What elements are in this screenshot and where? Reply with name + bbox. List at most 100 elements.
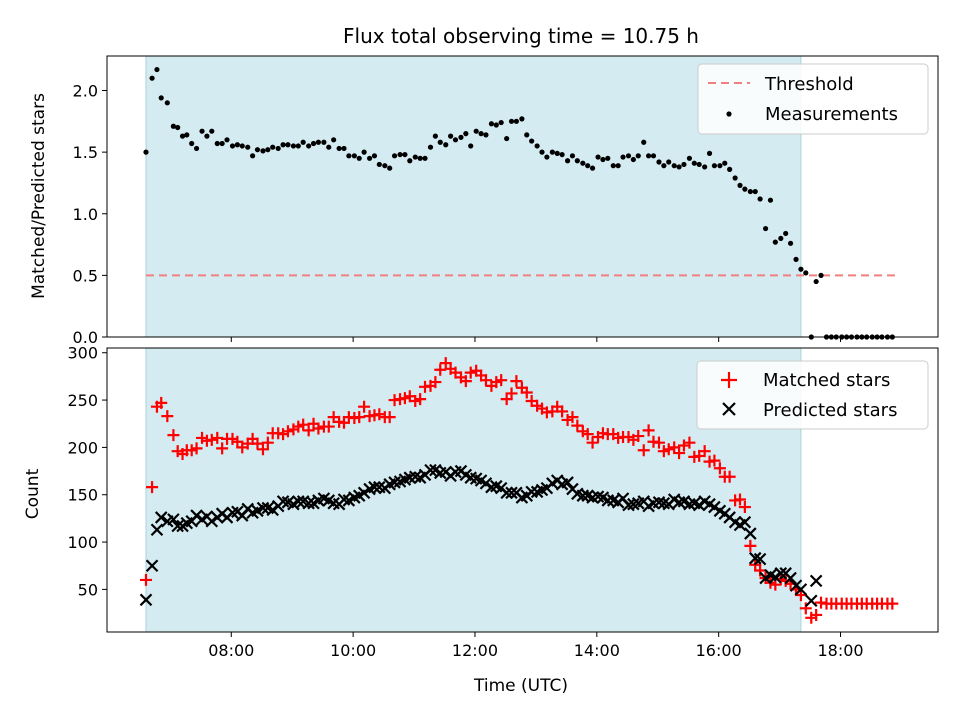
data-point	[171, 519, 184, 533]
data-point	[683, 436, 696, 449]
data-point	[224, 137, 230, 143]
data-point	[391, 153, 398, 159]
x-tick-label: 16:00	[696, 641, 742, 660]
data-point	[302, 496, 315, 510]
data-point	[752, 188, 758, 195]
data-point	[285, 142, 291, 148]
data-point	[605, 155, 611, 161]
data-point	[574, 158, 580, 164]
data-point	[254, 147, 261, 153]
bottom-panel-window-span	[145, 347, 802, 633]
data-point	[549, 149, 555, 155]
data-point	[179, 133, 186, 139]
data-point	[205, 433, 218, 446]
data-point	[219, 140, 225, 147]
data-point	[589, 165, 596, 171]
data-point	[569, 153, 576, 159]
data-point	[297, 418, 310, 431]
y-tick-label: 250	[67, 391, 98, 410]
data-point	[275, 145, 281, 152]
data-point	[652, 436, 665, 449]
data-point	[193, 145, 200, 152]
data-point	[357, 486, 371, 500]
data-point	[544, 154, 550, 160]
data-point	[155, 396, 168, 409]
data-point	[376, 161, 382, 168]
data-point	[265, 147, 271, 153]
bottom-panel-marks	[139, 357, 899, 624]
data-point	[164, 100, 170, 106]
data-point	[161, 410, 174, 423]
data-point	[510, 375, 523, 388]
data-point	[306, 143, 312, 149]
data-point	[443, 142, 449, 148]
top-panel-frame	[106, 55, 939, 338]
legend-measurements-label: Measurements	[765, 104, 898, 125]
data-point	[402, 151, 408, 158]
data-point	[722, 160, 728, 166]
data-point	[366, 155, 373, 161]
data-point	[787, 240, 794, 246]
data-point	[209, 128, 215, 134]
data-point	[610, 163, 616, 169]
data-point	[331, 137, 337, 143]
data-point	[601, 494, 615, 507]
y-tick-label: 300	[67, 344, 98, 363]
data-point	[747, 188, 753, 195]
data-point	[199, 128, 205, 134]
y-tick-label: 200	[67, 438, 98, 457]
data-point	[625, 153, 632, 159]
data-point	[706, 150, 713, 156]
data-point	[251, 437, 264, 450]
data-point	[632, 430, 645, 443]
data-point	[154, 511, 168, 524]
data-point	[620, 154, 626, 160]
data-point	[167, 429, 180, 442]
data-point	[383, 411, 396, 424]
data-point	[146, 481, 159, 494]
data-point	[170, 123, 177, 129]
data-point	[744, 539, 757, 552]
data-point	[519, 116, 525, 122]
data-point	[234, 142, 240, 148]
data-point	[686, 155, 693, 161]
data-point	[692, 498, 706, 512]
data-point	[493, 122, 499, 128]
data-point	[422, 155, 428, 161]
data-point	[432, 133, 438, 139]
top-legend-box	[697, 63, 929, 135]
data-point	[417, 155, 423, 161]
data-point	[498, 119, 504, 126]
data-point	[463, 131, 469, 137]
data-point	[139, 593, 153, 607]
data-point	[204, 133, 210, 139]
data-point	[799, 602, 812, 615]
data-point	[754, 564, 767, 577]
data-point	[671, 163, 677, 169]
data-point	[310, 140, 317, 147]
data-point	[641, 139, 647, 145]
data-point	[753, 552, 767, 566]
data-point	[361, 149, 367, 155]
data-point	[300, 139, 306, 145]
data-point	[382, 163, 388, 169]
data-point	[561, 476, 574, 489]
legend-matched-label: Matched stars	[763, 370, 890, 391]
data-point	[566, 411, 579, 424]
data-point	[711, 163, 718, 169]
data-point	[167, 513, 180, 526]
x-tick-label: 14:00	[574, 641, 620, 660]
data-point	[358, 400, 371, 413]
data-point	[464, 366, 477, 379]
data-point	[635, 153, 641, 159]
y-tick-label: 0.0	[73, 328, 98, 347]
data-point	[371, 153, 378, 159]
data-point	[256, 443, 269, 456]
data-point	[630, 156, 636, 163]
data-point	[261, 436, 274, 449]
data-point	[676, 164, 682, 170]
data-point	[437, 139, 443, 145]
data-point	[452, 137, 459, 143]
data-point	[397, 151, 403, 158]
data-point	[642, 424, 655, 437]
